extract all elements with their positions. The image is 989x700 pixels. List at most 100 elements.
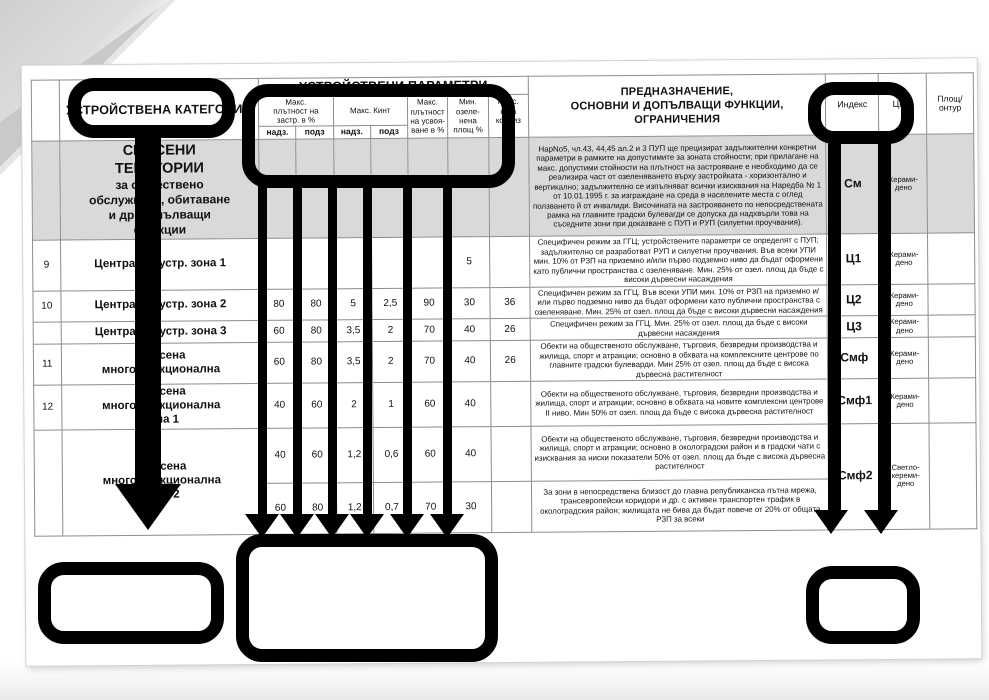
row-color-l2: дено xyxy=(895,298,913,308)
param-usage-l2: плътност xyxy=(410,107,445,117)
row-index: Смф1 xyxy=(827,378,882,424)
row-val-kint-above: 5 xyxy=(334,288,372,321)
row-val-kint-below: 1 xyxy=(372,382,410,428)
param-green-l4: площ % xyxy=(453,125,483,135)
category-block-area xyxy=(926,133,975,234)
header-param-kint: Макс. Кинт xyxy=(332,94,408,127)
param-density-l2: плътност на xyxy=(273,106,319,116)
row-val-usage: 70 xyxy=(409,319,450,342)
row-val-usage xyxy=(408,237,450,289)
row-index: Смф xyxy=(827,337,882,380)
param-kint-l1: Макс. Кинт xyxy=(349,105,391,115)
row-number: 12 xyxy=(33,385,62,430)
header-param-cornice: Макс. кота корниз в м xyxy=(487,93,529,138)
row-label: Смесена многофункционална зона 2 xyxy=(61,427,263,536)
row-val-density-above: 60 xyxy=(260,320,298,343)
row-color-l2: дено xyxy=(895,325,914,335)
regulations-table-wrapper: УСТРОЙСТВЕНА КАТЕГОРИЯ УСТРОЙСТВЕНИ ПАРА… xyxy=(31,72,978,655)
header-param-usage: Макс. плътност на усвоя- ване в % xyxy=(407,94,448,139)
row-val-kint-below: 2 xyxy=(371,319,410,342)
row-color-l2: дено xyxy=(896,357,914,367)
row-val-cornice xyxy=(490,381,531,427)
header-purpose-line2: ОСНОВНИ И ДОПЪЛВАЩИ ФУНКЦИИ, xyxy=(570,98,784,113)
row-val-usage: 70 xyxy=(409,341,450,383)
row-val-kint-above: 2 xyxy=(335,382,373,428)
subheader-kint-below: подз xyxy=(370,125,408,139)
header-purpose: ПРЕДНАЗНАЧЕНИЕ, ОСНОВНИ И ДОПЪЛВАЩИ ФУНК… xyxy=(528,73,826,138)
row-label: Централна устр. зона 2 xyxy=(60,289,261,323)
row-area xyxy=(927,233,975,284)
row-color-l3: дено xyxy=(897,479,915,489)
category-color-l2: дено xyxy=(894,183,912,193)
header-color: Цвят xyxy=(878,73,927,135)
row-val-kint-above: 3,5 xyxy=(334,341,373,384)
row-description: Обекти на общественото обслужване, търго… xyxy=(530,379,829,426)
category-block-no xyxy=(31,141,61,241)
row-val-kint-above xyxy=(334,237,372,289)
category-sub-l3: и др. допълващи xyxy=(108,207,211,223)
row-val-density-below: 80 xyxy=(297,288,335,321)
row-color: Керами- дено xyxy=(879,233,929,285)
header-index: Индекс xyxy=(825,73,880,136)
row-val-density-below: 80 xyxy=(297,320,335,343)
row-description: За зони в непосредствена близост до глав… xyxy=(531,478,830,532)
row-index: Смф2 xyxy=(828,423,883,530)
row-val-usage: 90 xyxy=(408,287,450,320)
row-label-l3: зона 1 xyxy=(143,413,180,426)
param-green-l2: озеле- xyxy=(455,106,480,116)
header-param-green: Мин. озеле- нена площ % xyxy=(447,94,489,139)
row-val-kint-above: 1,2 xyxy=(335,427,374,483)
row-index: Ц3 xyxy=(827,315,881,339)
param-density-l3: застр. в % xyxy=(276,115,316,125)
row-color-l2: дено xyxy=(896,399,914,409)
row-label: Централна устр. зона 1 xyxy=(60,238,261,291)
row-val-green: 30 xyxy=(450,481,492,533)
category-block-v5 xyxy=(447,137,490,238)
category-block-v1 xyxy=(296,138,335,239)
row-description: Специфичен режим за ГГЦ. Във всеки УПИ м… xyxy=(529,284,828,319)
row-val-cornice xyxy=(490,425,532,482)
row-val-kint-above: 1,2 xyxy=(336,482,374,534)
category-sub-l2: обслужване, обитаване xyxy=(89,192,231,208)
row-color: Керами- дено xyxy=(880,337,929,379)
row-val-green: 30 xyxy=(449,287,490,320)
header-index-number xyxy=(31,79,60,142)
table-row: 12 Смесена многофункционална зона 1 40 6… xyxy=(33,377,976,430)
row-label: Смесена многофункционална xyxy=(60,342,261,386)
category-block-v6 xyxy=(488,137,530,238)
row-area xyxy=(928,337,976,379)
row-val-density-above: 80 xyxy=(260,288,298,321)
row-color: Керами- дено xyxy=(881,378,930,424)
row-index: Ц2 xyxy=(827,284,881,317)
subheader-density-above: надз. xyxy=(258,126,297,140)
row-val-density-below xyxy=(296,238,335,289)
row-val-kint-below xyxy=(371,237,409,289)
row-number xyxy=(34,429,63,536)
row-number: 9 xyxy=(32,240,61,292)
row-description: Обекти на общественото обслужване, търго… xyxy=(530,338,828,382)
param-cornice-l4: в м xyxy=(502,125,515,135)
row-label-l2: многофункционална xyxy=(101,363,221,377)
row-val-density-above: 60 xyxy=(261,482,300,534)
header-param-density: Макс. плътност на застр. в % xyxy=(258,95,334,127)
row-val-density-below: 80 xyxy=(297,342,336,384)
row-val-green: 40 xyxy=(449,318,490,342)
header-area-line2: онтур xyxy=(938,102,962,113)
header-area: Площ/ онтур xyxy=(926,72,974,135)
subheader-kint-above: надз. xyxy=(333,125,371,139)
row-val-usage: 60 xyxy=(409,426,451,482)
category-block-title: СМЕСЕНИ ТЕРИТОРИИ за обществено обслужва… xyxy=(59,139,260,241)
row-color: Светло- кереми- дено xyxy=(881,422,930,530)
param-usage-l1: Макс. xyxy=(416,97,439,107)
row-description: Обекти на общественото обслужване, търго… xyxy=(530,423,829,481)
row-val-green: 40 xyxy=(449,340,491,383)
param-cornice-l2: кота xyxy=(500,106,517,116)
row-val-density-above: 40 xyxy=(261,427,299,483)
row-area xyxy=(928,377,976,423)
category-block-v2 xyxy=(333,138,372,239)
category-block-v0 xyxy=(258,139,297,239)
row-val-density-above: 40 xyxy=(260,383,299,428)
param-cornice-l3: корниз xyxy=(495,115,521,125)
row-val-cornice: 26 xyxy=(489,318,531,341)
row-color: Керами- дено xyxy=(880,283,929,316)
